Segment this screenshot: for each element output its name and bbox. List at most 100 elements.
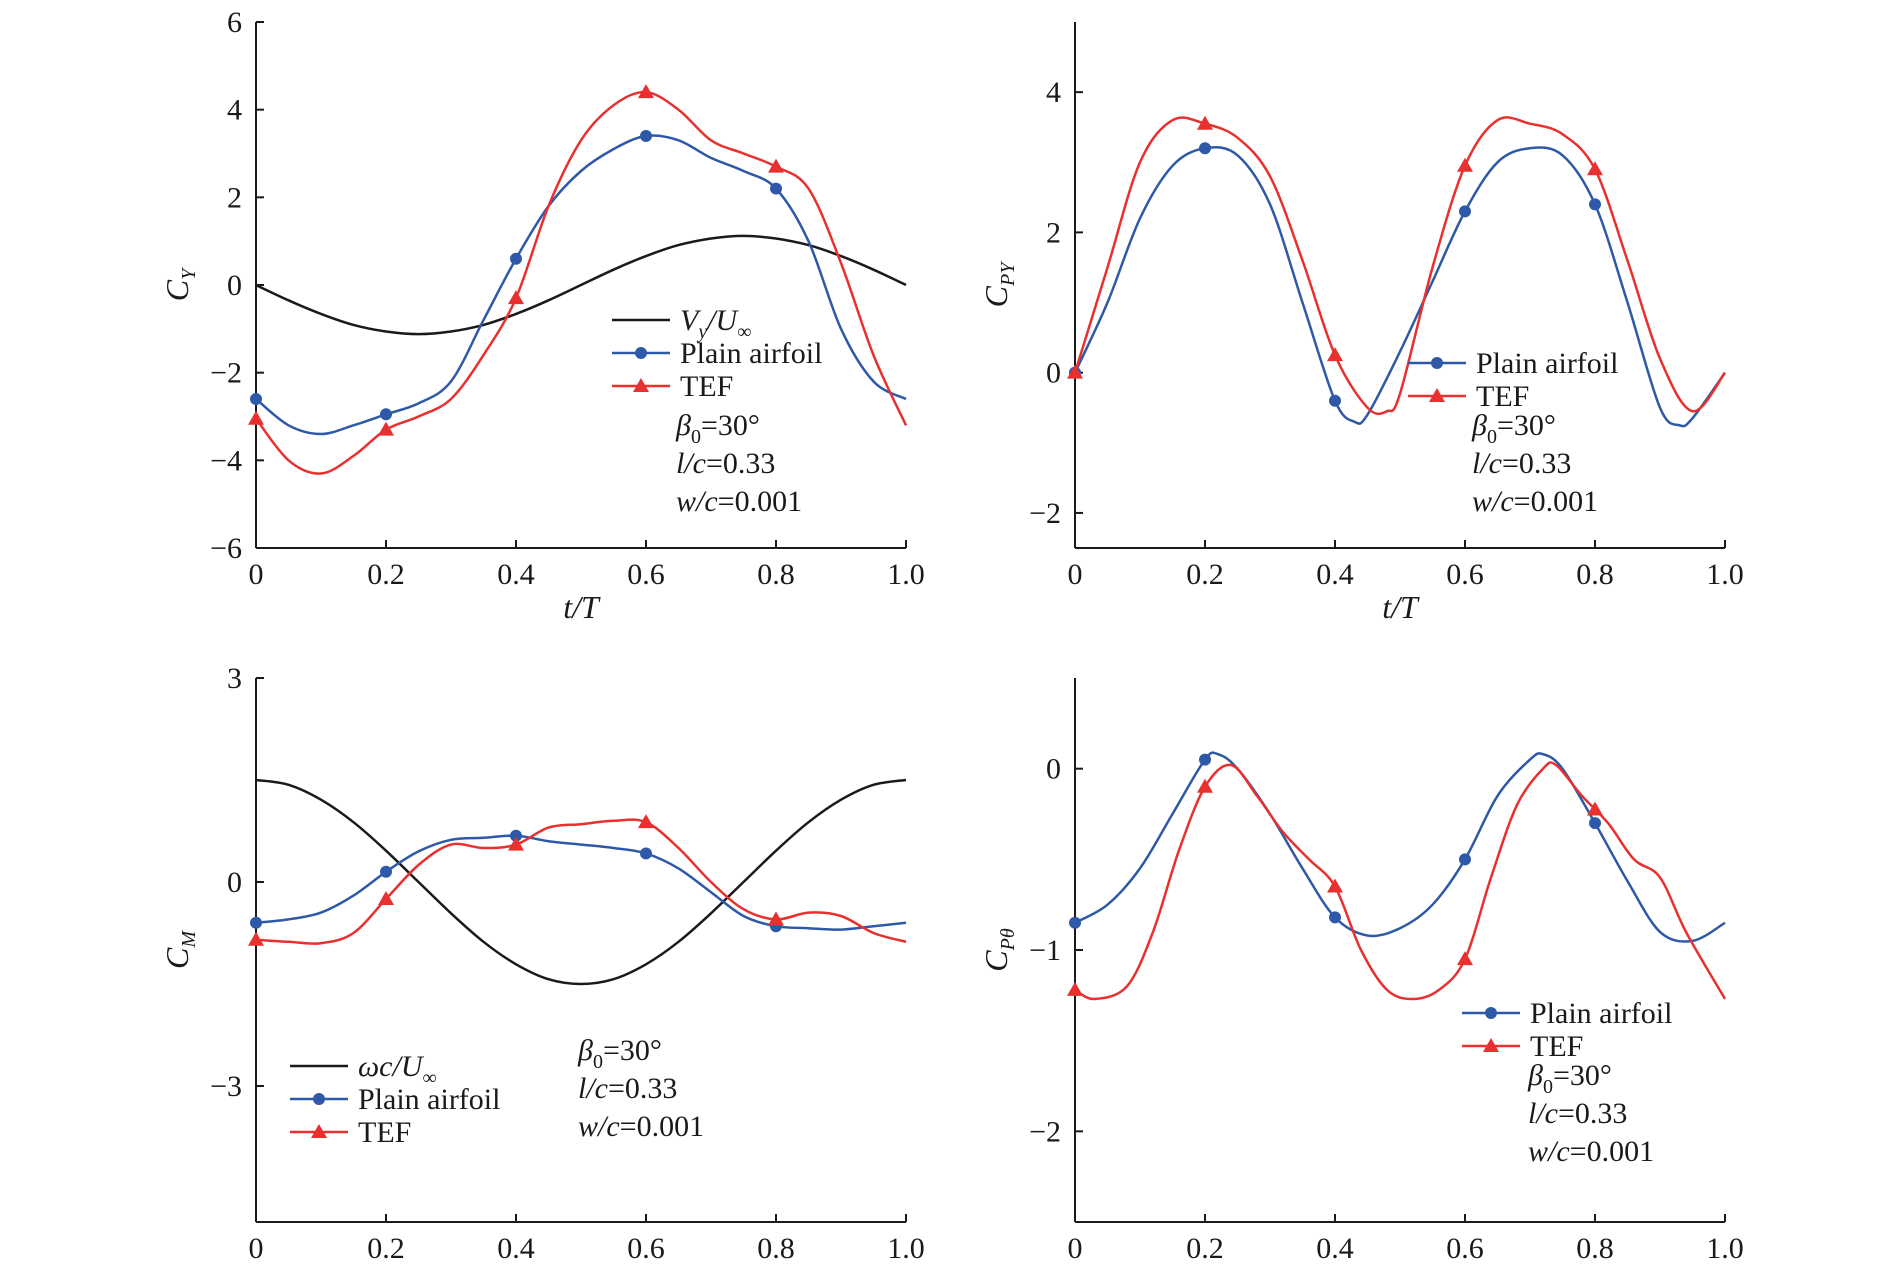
data-point-triangle (768, 911, 784, 926)
x-tick-label: 1.0 (887, 1232, 925, 1265)
y-axis-label: CPθ (978, 928, 1019, 972)
y-axis-label-main: C (159, 279, 195, 301)
data-point-circle (1199, 142, 1211, 155)
x-tick-label: 0.6 (1446, 558, 1484, 591)
legend-label: Plain airfoil (1530, 997, 1672, 1030)
data-point-triangle (1197, 778, 1213, 793)
data-point-circle (1459, 853, 1471, 866)
series-line-none (255, 778, 907, 986)
y-tick-label: −6 (210, 532, 242, 565)
series-line-circle (255, 134, 907, 436)
annotation-0: β0=30° (577, 1034, 662, 1073)
annotation-1: l/c=0.33 (578, 1072, 677, 1105)
y-axis-label-sub: M (178, 930, 200, 949)
x-axis-label: t/T (563, 1263, 601, 1271)
data-point-circle (640, 129, 652, 142)
data-point-circle (250, 916, 262, 929)
series-line-triangle (1074, 761, 1727, 1001)
data-point-triangle (508, 290, 524, 305)
data-point-triangle (508, 836, 524, 851)
y-tick-label: −1 (1029, 934, 1061, 967)
data-point-triangle (248, 931, 264, 946)
x-axis-label: t/T (563, 589, 601, 625)
legend-label: Vy/U∞ (680, 304, 751, 343)
x-tick-label: 0.2 (367, 558, 405, 591)
y-axis-label: CM (159, 930, 200, 969)
legend-label: Plain airfoil (680, 337, 822, 370)
x-tick-label: 0.2 (367, 1232, 405, 1265)
legend-marker (313, 1093, 325, 1105)
series-line-circle (1074, 751, 1726, 943)
data-point-circle (380, 408, 392, 421)
x-tick-label: 0.4 (1316, 1232, 1354, 1265)
chart-cm: 00.20.40.60.81.030−3t/TCMωc/U∞Plain airf… (159, 662, 925, 1271)
x-tick-label: 0 (1068, 1232, 1083, 1265)
x-tick-label: 0 (249, 1232, 264, 1265)
annotation-0: β0=30° (1471, 409, 1556, 448)
y-axis-label: CY (159, 267, 200, 301)
data-point-circle (1589, 817, 1601, 830)
series-line-triangle (255, 818, 907, 945)
legend-marker (635, 347, 647, 359)
series-line-none (255, 234, 907, 336)
annotation-2: w/c=0.001 (1528, 1135, 1654, 1168)
legend-label: ωc/U∞ (358, 1050, 437, 1089)
annotation-2: w/c=0.001 (1472, 485, 1598, 518)
x-axis-label: t/T (1382, 589, 1420, 625)
x-tick-label: 0.6 (627, 558, 665, 591)
y-tick-label: −2 (1029, 1115, 1061, 1148)
y-tick-label: 3 (227, 662, 242, 695)
chart-cy: 0 0.2 0.4 0.6 0.8 1.0 6 4 2 0 −2 −4 −6 t/T CY Vy/U∞Plai… (159, 6, 925, 625)
legend-marker (1429, 388, 1445, 402)
x-tick-label: 0.6 (1446, 1232, 1484, 1265)
data-point-circle (250, 392, 262, 405)
data-point-circle (1459, 205, 1471, 218)
y-axis-label-sub: Y (178, 267, 200, 280)
data-point-triangle (1327, 347, 1343, 362)
y-axis-label: CPY (978, 261, 1019, 308)
legend-marker (1431, 357, 1443, 369)
y-tick-label: −4 (210, 444, 242, 477)
x-tick-label: 0 (1068, 558, 1083, 591)
y-tick-label: 0 (227, 866, 242, 899)
x-tick-label: 0.2 (1186, 558, 1224, 591)
x-tick-label: 0 (249, 558, 264, 591)
annotation-1: l/c=0.33 (1472, 447, 1571, 480)
annotation-2: w/c=0.001 (676, 485, 802, 518)
annotation-1: l/c=0.33 (676, 447, 775, 480)
series-line-circle (255, 834, 907, 931)
x-tick-label: 0.8 (1576, 558, 1614, 591)
data-point-circle (510, 252, 522, 265)
series-line-triangle (255, 90, 908, 475)
x-tick-label: 1.0 (1706, 1232, 1744, 1265)
data-point-circle (1069, 916, 1081, 929)
data-point-triangle (1327, 878, 1343, 893)
y-tick-label: 2 (227, 181, 242, 214)
y-tick-label: −2 (210, 357, 242, 390)
y-axis-label-main: C (978, 285, 1014, 307)
annotation-1: l/c=0.33 (1528, 1097, 1627, 1130)
data-point-triangle (248, 410, 264, 425)
data-point-triangle (378, 891, 394, 905)
legend-marker (1483, 1038, 1499, 1052)
legend-label: Plain airfoil (358, 1083, 500, 1116)
data-point-circle (1589, 198, 1601, 211)
y-tick-label: −3 (210, 1070, 242, 1103)
data-point-circle (510, 829, 522, 842)
annotation-2: w/c=0.001 (578, 1110, 704, 1143)
y-tick-label: 0 (227, 269, 242, 302)
data-point-circle (640, 847, 652, 860)
y-axis-label-main: C (159, 947, 195, 969)
series-line-triangle (1073, 116, 1727, 416)
x-tick-label: 1.0 (1706, 558, 1744, 591)
data-point-triangle (1067, 981, 1083, 996)
data-point-circle (380, 865, 392, 878)
data-point-circle (1329, 394, 1341, 407)
data-point-triangle (1457, 157, 1473, 172)
x-tick-label: 1.0 (887, 558, 925, 591)
data-point-circle (1199, 753, 1211, 766)
series-line-circle (1073, 145, 1727, 428)
legend-marker (1485, 1007, 1497, 1019)
